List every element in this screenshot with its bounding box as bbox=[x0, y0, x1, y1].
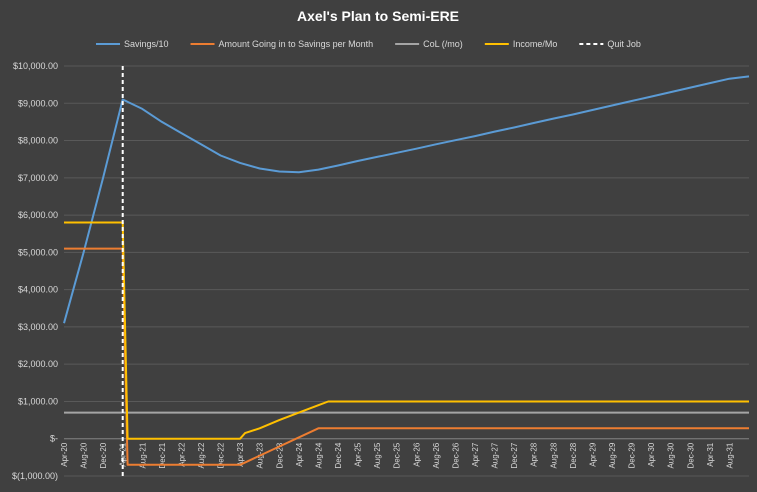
x-tick-label: Apr-30 bbox=[647, 442, 656, 467]
x-tick-label: Aug-31 bbox=[725, 442, 734, 468]
y-tick-label: $10,000.00 bbox=[13, 61, 58, 71]
y-tick-label: $2,000.00 bbox=[18, 359, 58, 369]
series-line-savings-10 bbox=[63, 75, 750, 324]
legend-label: CoL (/mo) bbox=[423, 39, 463, 49]
y-tick-label: $8,000.00 bbox=[18, 136, 58, 146]
y-tick-label: $5,000.00 bbox=[18, 247, 58, 257]
legend-item: Quit Job bbox=[579, 39, 641, 49]
x-tick-label: Dec-20 bbox=[99, 442, 108, 468]
x-tick-label: Aug-22 bbox=[197, 442, 206, 468]
chart-legend: Savings/10 Amount Going in to Savings per… bbox=[96, 39, 641, 49]
x-tick-label: Aug-26 bbox=[432, 442, 441, 468]
x-tick-label: Dec-26 bbox=[451, 442, 460, 468]
x-tick-label: Apr-29 bbox=[588, 442, 597, 467]
x-tick-label: Apr-31 bbox=[706, 442, 715, 467]
y-tick-label: $(1,000.00) bbox=[12, 471, 58, 481]
x-tick-label: Apr-22 bbox=[177, 442, 186, 467]
x-tick-label: Dec-27 bbox=[510, 442, 519, 468]
series-line-income-mo bbox=[64, 221, 749, 440]
x-tick-label: Apr-23 bbox=[236, 442, 245, 467]
x-tick-label: Aug-20 bbox=[80, 442, 89, 468]
legend-item: Amount Going in to Savings per Month bbox=[190, 39, 374, 49]
legend-label: Income/Mo bbox=[513, 39, 558, 49]
chart-series bbox=[63, 66, 750, 476]
y-axis-tick-labels: $(1,000.00) $- $1,000.00 $2,000.00 $3,000.00… bbox=[12, 61, 58, 481]
chart-gridlines bbox=[64, 65, 749, 477]
y-tick-label: $4,000.00 bbox=[18, 285, 58, 295]
x-tick-label: Dec-23 bbox=[275, 442, 284, 468]
x-tick-label: Apr-25 bbox=[354, 442, 363, 467]
legend-label: Savings/10 bbox=[124, 39, 169, 49]
x-tick-label: Aug-21 bbox=[138, 442, 147, 468]
x-tick-label: Aug-24 bbox=[314, 442, 323, 468]
x-tick-label: Aug-28 bbox=[549, 442, 558, 468]
chart-title: Axel's Plan to Semi-ERE bbox=[297, 8, 459, 24]
y-tick-label: $1,000.00 bbox=[18, 396, 58, 406]
y-tick-label: $- bbox=[50, 434, 58, 444]
legend-label: Amount Going in to Savings per Month bbox=[219, 39, 374, 49]
x-tick-label: Aug-25 bbox=[373, 442, 382, 468]
x-tick-label: Dec-28 bbox=[569, 442, 578, 468]
legend-label: Quit Job bbox=[607, 39, 641, 49]
series-line-amount-going-in-to-savings-per-month bbox=[64, 247, 749, 466]
x-tick-label: Dec-24 bbox=[334, 442, 343, 468]
x-tick-label: Dec-30 bbox=[686, 442, 695, 468]
x-tick-label: Dec-22 bbox=[217, 442, 226, 468]
x-tick-label: Dec-21 bbox=[158, 442, 167, 468]
x-tick-label: Apr-28 bbox=[530, 442, 539, 467]
x-tick-label: Dec-25 bbox=[393, 442, 402, 468]
x-tick-label: Aug-27 bbox=[491, 442, 500, 468]
x-tick-label: Apr-20 bbox=[60, 442, 69, 467]
x-tick-label: Apr-26 bbox=[412, 442, 421, 467]
y-tick-label: $9,000.00 bbox=[18, 98, 58, 108]
legend-item: CoL (/mo) bbox=[395, 39, 463, 49]
y-tick-label: $3,000.00 bbox=[18, 322, 58, 332]
legend-item: Income/Mo bbox=[484, 39, 558, 49]
x-tick-label: Apr-27 bbox=[471, 442, 480, 467]
x-tick-label: Apr-24 bbox=[295, 442, 304, 467]
y-tick-label: $7,000.00 bbox=[18, 173, 58, 183]
y-tick-label: $6,000.00 bbox=[18, 210, 58, 220]
x-tick-label: Dec-29 bbox=[628, 442, 637, 468]
x-tick-label: Aug-30 bbox=[667, 442, 676, 468]
x-tick-label: Aug-29 bbox=[608, 442, 617, 468]
legend-item: Savings/10 bbox=[96, 39, 169, 49]
